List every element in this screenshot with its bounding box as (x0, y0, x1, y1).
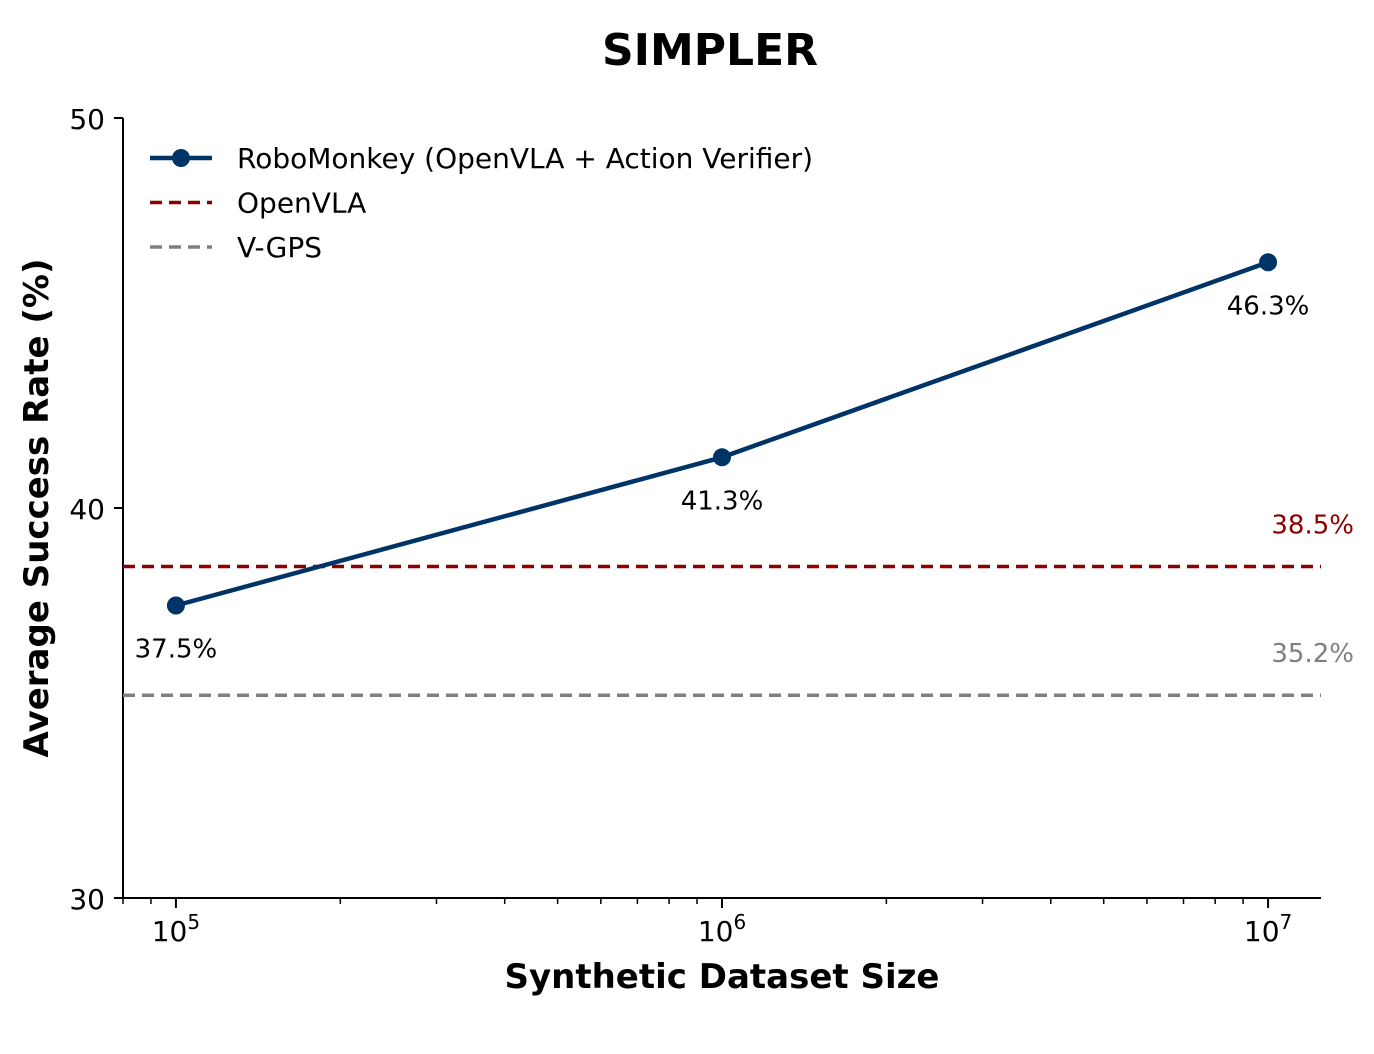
baselines: 38.5% 35.2% (123, 511, 1354, 697)
baseline-label: 35.2% (1271, 639, 1354, 669)
y-tick-label: 30 (69, 883, 105, 916)
baseline-label: 38.5% (1271, 511, 1354, 541)
y-tick-label: 50 (69, 103, 105, 136)
y-tick-label: 40 (69, 493, 105, 526)
y-axis-label: Average Success Rate (%) (17, 258, 57, 757)
legend-label: OpenVLA (237, 187, 366, 220)
chart-title: SIMPLER (602, 25, 818, 76)
legend-label: RoboMonkey (OpenVLA + Action Verifier) (237, 142, 813, 175)
x-tick-label: 105 (152, 910, 200, 948)
series: 37.5% 41.3% 46.3% (135, 253, 1310, 665)
data-point (166, 596, 185, 615)
data-point (713, 448, 731, 467)
series-line (175, 260, 1269, 608)
axes: 30 40 50 105 106 107 (69, 103, 1321, 948)
x-axis-label: Synthetic Dataset Size (504, 957, 939, 997)
legend: RoboMonkey (OpenVLA + Action Verifier) Op… (150, 142, 813, 264)
data-label: 37.5% (135, 635, 218, 665)
x-tick-label: 107 (1244, 910, 1292, 948)
data-label: 41.3% (681, 486, 764, 516)
x-tick-label: 106 (698, 910, 746, 948)
legend-marker (172, 149, 190, 167)
data-label: 46.3% (1227, 291, 1310, 321)
data-point (1259, 253, 1278, 272)
legend-label: V-GPS (237, 231, 322, 264)
